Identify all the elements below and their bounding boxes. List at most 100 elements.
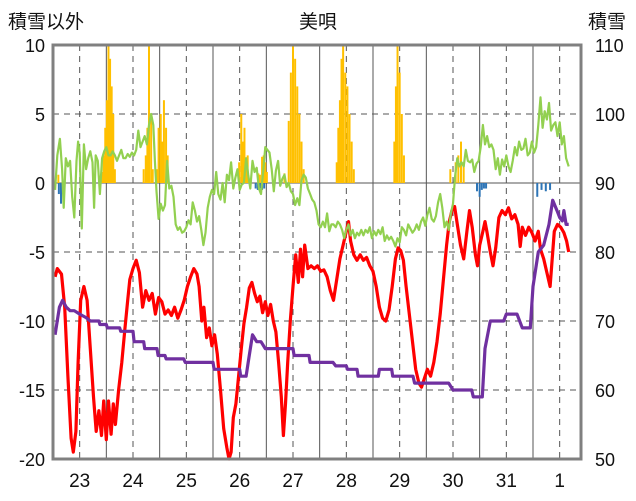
precip-bar	[263, 183, 266, 189]
snowfall-bar	[101, 171, 104, 183]
grid-lines	[52, 45, 581, 459]
precip-bar	[540, 183, 543, 190]
snowfall-bar	[292, 45, 294, 183]
day-tick-label: 31	[496, 471, 517, 492]
snowfall-bar	[400, 114, 403, 183]
day-tick-label: 26	[229, 471, 250, 492]
snowfall-bar	[105, 100, 108, 183]
snowfall-bar	[348, 114, 351, 183]
snowfall-bar	[350, 141, 353, 183]
day-tick-label: 23	[69, 471, 90, 492]
precip-bar	[57, 183, 60, 195]
left-tick-label: -20	[19, 450, 45, 470]
day-tick-label: 1	[554, 471, 565, 492]
right-tick-label: 80	[595, 243, 615, 263]
snowfall-bar	[142, 169, 145, 183]
precip-bar	[258, 183, 261, 189]
precip-bar	[549, 183, 552, 190]
right-axis-title: 積雪	[588, 11, 626, 33]
snowfall-bar	[398, 72, 401, 183]
snowfall-bar	[258, 174, 261, 183]
snowfall-bar	[102, 155, 105, 183]
day-tick-label: 29	[389, 471, 410, 492]
snowfall-bar	[462, 162, 465, 183]
right-tick-label: 50	[595, 450, 615, 470]
snowfall-bar	[396, 45, 399, 183]
day-tick-label: 28	[336, 471, 357, 492]
snowfall-bar	[264, 162, 267, 183]
snowfall-bar	[104, 127, 107, 183]
line-series	[53, 96, 571, 461]
snowfall-bar	[296, 86, 299, 183]
snowfall-bar	[335, 162, 338, 183]
right-tick-label: 100	[595, 105, 625, 125]
snowfall-bar	[148, 45, 150, 183]
snowfall-bar	[151, 169, 154, 183]
snowfall-bar	[294, 58, 297, 183]
snowfall-bar	[243, 127, 246, 183]
snowfall-bar	[112, 114, 115, 183]
snowfall-bar	[457, 155, 460, 183]
snowfall-bar	[402, 155, 405, 183]
snowfall-bar	[245, 166, 248, 183]
day-tick-label: 30	[442, 471, 463, 492]
snowfall-bar	[156, 169, 158, 183]
snowfall-bar	[241, 141, 244, 183]
snowfall-bar	[300, 141, 303, 183]
snowfall-bar	[340, 58, 343, 183]
snowfall-bar	[289, 72, 292, 183]
snowfall-bar	[144, 155, 147, 183]
snowfall-bar	[161, 141, 164, 183]
right-tick-label: 90	[595, 174, 615, 194]
right-tick-label: 110	[595, 36, 624, 56]
snowfall-bar	[342, 45, 345, 183]
bar-series	[57, 45, 552, 204]
snowfall-bar	[165, 127, 168, 183]
snowfall-bar	[57, 174, 60, 183]
snowfall-bar	[110, 86, 113, 183]
left-tick-label: -10	[19, 312, 45, 332]
snowfall-bar	[240, 114, 243, 183]
temperature-line	[53, 204, 571, 461]
left-tick-label: -15	[19, 381, 45, 401]
right-tick-label: 70	[595, 312, 615, 332]
snowfall-bar	[346, 86, 349, 183]
precip-bar	[536, 183, 539, 197]
left-tick-label: 5	[35, 105, 45, 125]
snowfall-bar	[238, 162, 241, 183]
snowfall-bar	[344, 72, 347, 183]
plot-frame	[51, 43, 583, 461]
snowfall-bar	[337, 127, 340, 183]
snowfall-bar	[265, 171, 268, 183]
snowfall-bar	[287, 120, 290, 183]
snowfall-bar	[146, 127, 149, 183]
snowfall-bar	[261, 156, 264, 183]
precip-bar	[482, 183, 485, 189]
precip-bar	[544, 183, 547, 192]
right-tick-label: 60	[595, 381, 615, 401]
snowfall-bar	[393, 141, 396, 183]
snowfall-bar	[159, 114, 162, 183]
snowfall-bar	[298, 114, 301, 183]
day-tick-label: 27	[282, 471, 303, 492]
snowfall-bar	[107, 45, 110, 183]
snowfall-bar	[150, 114, 153, 183]
left-tick-label: 0	[35, 174, 45, 194]
snow_depth-line	[53, 198, 569, 399]
day-tick-label: 25	[176, 471, 197, 492]
left-tick-label: -5	[29, 243, 45, 263]
left-tick-label: 10	[25, 36, 45, 56]
precip-bar	[485, 183, 488, 189]
precip-bar	[480, 183, 483, 190]
day-tick-label: 24	[122, 471, 144, 492]
precip-bar	[476, 183, 478, 192]
snowfall-bar	[394, 86, 397, 183]
left-axis-title: 積雪以外	[8, 11, 84, 33]
snowfall-bar	[113, 169, 116, 183]
chart-title: 美唄	[299, 11, 337, 33]
snowfall-bar	[162, 100, 165, 183]
snowfall-bar	[157, 127, 160, 183]
precip-bar	[478, 183, 481, 197]
